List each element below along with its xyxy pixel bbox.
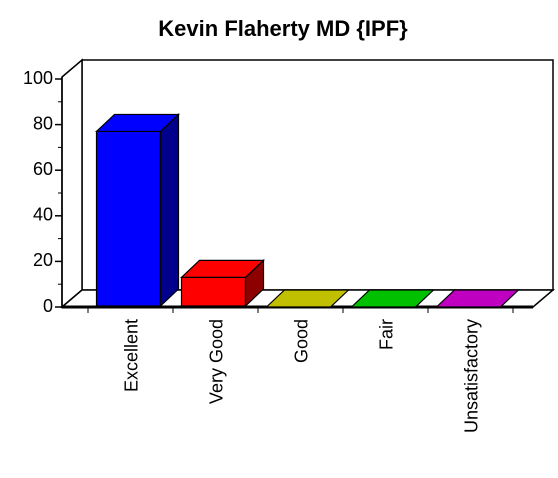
y-tick-label: 40 — [33, 205, 53, 225]
bar-front — [95, 130, 162, 307]
y-tick-label: 20 — [33, 250, 53, 270]
y-tick-label: 60 — [33, 159, 53, 179]
bar-top — [179, 259, 266, 278]
bar — [264, 289, 351, 308]
chart-title: Kevin Flaherty MD {IPF} — [158, 16, 408, 41]
y-tick-label: 100 — [23, 68, 53, 88]
bar-top — [349, 289, 436, 308]
x-tick-label: Fair — [376, 319, 396, 350]
x-tick-label: Very Good — [206, 319, 226, 404]
bar — [94, 113, 181, 308]
bar — [434, 289, 521, 308]
bar-top — [434, 289, 521, 308]
x-tick-label: Good — [291, 319, 311, 363]
y-tick-label: 0 — [43, 296, 53, 316]
bar-front — [180, 276, 247, 307]
bar-side — [159, 113, 180, 308]
bar-top — [264, 289, 351, 308]
x-tick-label: Unsatisfactory — [461, 319, 481, 433]
bar-top — [94, 113, 181, 133]
left-wall — [61, 58, 83, 309]
y-tick-label: 80 — [33, 113, 53, 133]
bar — [349, 289, 436, 308]
bar — [179, 258, 266, 308]
x-tick-label: Excellent — [121, 319, 141, 392]
